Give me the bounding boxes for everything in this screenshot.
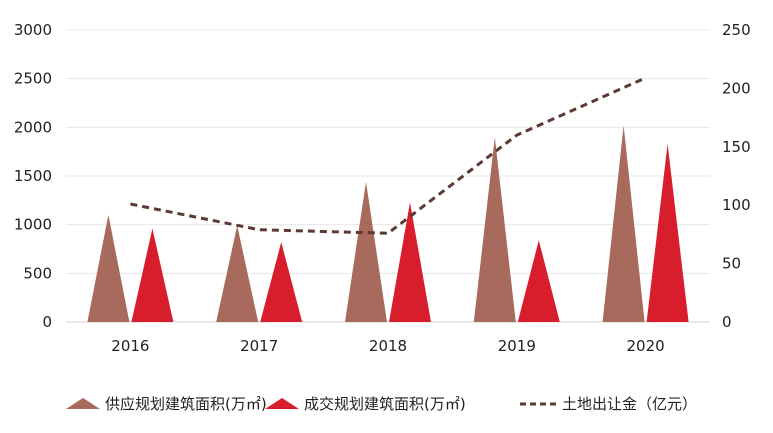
y-tick-label-left: 500: [23, 264, 52, 282]
series-line: [130, 76, 647, 235]
bar: [87, 214, 130, 322]
legend-swatch: [66, 398, 100, 409]
y-tick-label-right: 50: [722, 255, 741, 273]
right-y-axis: 0 50 100 150 200 250: [722, 21, 751, 331]
legend-swatch: [265, 398, 299, 409]
y-tick-label-left: 1500: [14, 167, 52, 185]
y-tick-label-right: 100: [722, 196, 751, 214]
x-tick-label: 2017: [240, 337, 278, 355]
bar: [517, 240, 560, 322]
y-tick-label-right: 0: [722, 313, 732, 331]
legend-label: 成交规划建筑面积(万㎡): [304, 395, 466, 413]
x-tick-label: 2020: [627, 337, 665, 355]
legend-label: 土地出让金（亿元）: [562, 395, 697, 413]
x-tick-label: 2016: [111, 337, 149, 355]
bar: [389, 202, 431, 322]
y-tick-label-right: 200: [722, 79, 751, 97]
bar: [473, 137, 516, 322]
y-tick-label-right: 150: [722, 138, 751, 156]
legend: 供应规划建筑面积(万㎡) 成交规划建筑面积(万㎡) 土地出让金（亿元）: [66, 395, 697, 413]
line-series: [130, 76, 647, 235]
x-tick-label: 2019: [498, 337, 536, 355]
x-axis: 2016 2017 2018 2019 2020: [111, 337, 664, 355]
bar: [131, 228, 174, 322]
legend-label: 供应规划建筑面积(万㎡): [105, 395, 267, 413]
bar-marks: [87, 125, 689, 323]
left-y-axis: 0 500 1000 1500 2000 2500 3000: [14, 21, 52, 331]
y-tick-label-right: 250: [722, 21, 751, 39]
bar: [260, 242, 303, 322]
bar: [602, 125, 645, 323]
y-tick-label-left: 1000: [14, 216, 52, 234]
bar: [646, 143, 689, 322]
y-tick-label-left: 2000: [14, 118, 52, 136]
y-tick-label-left: 3000: [14, 21, 52, 39]
x-tick-label: 2018: [369, 337, 407, 355]
y-tick-label-left: 0: [42, 313, 52, 331]
bar: [345, 181, 387, 322]
bar: [216, 225, 259, 322]
y-tick-label-left: 2500: [14, 70, 52, 88]
